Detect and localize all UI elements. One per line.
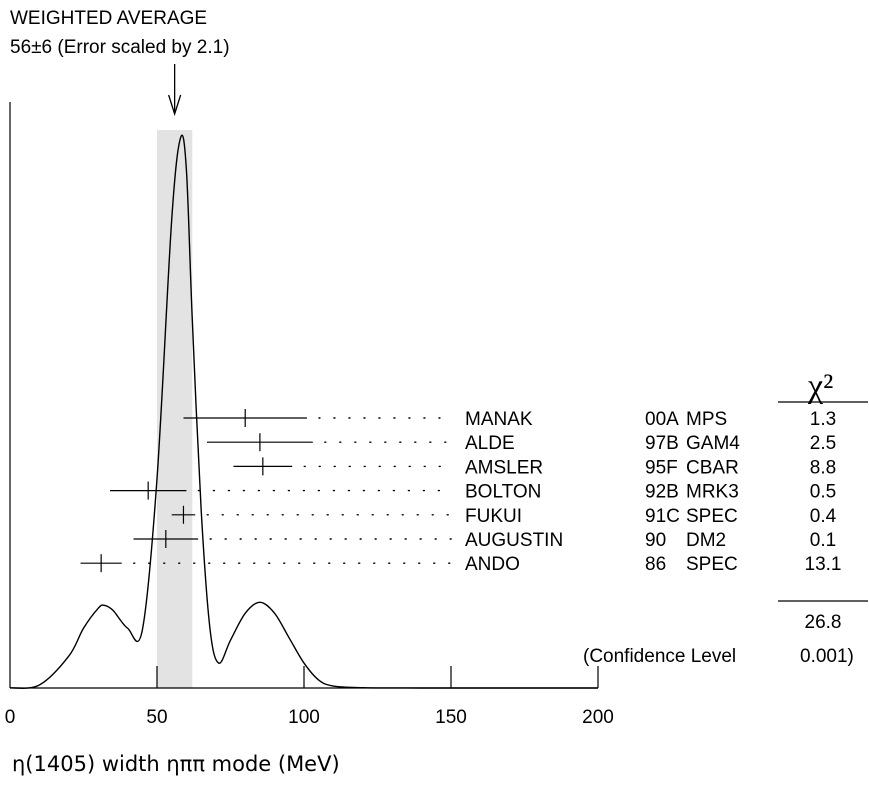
x-tick-label: 200 <box>582 707 614 728</box>
measurement-experiment: DM2 <box>686 530 726 551</box>
weighted-average-band <box>157 130 193 688</box>
measurement-chi2: 1.3 <box>810 409 836 430</box>
measurement-experiment: CBAR <box>686 457 739 478</box>
confidence-label: (Confidence Level <box>583 646 736 667</box>
measurement-experiment: SPEC <box>686 554 738 575</box>
chi2-header: χ² <box>807 368 833 405</box>
x-tick-label: 50 <box>146 707 167 728</box>
ideogram-curve <box>9 134 599 689</box>
measurement-code: 90 <box>645 530 666 551</box>
x-tick-label: 100 <box>288 707 320 728</box>
measurement-chi2: 2.5 <box>810 433 836 454</box>
measurement-experiment: MPS <box>686 409 727 430</box>
x-axis-label: η(1405) width ηππ mode (MeV) <box>12 752 340 776</box>
measurement-code: 97B <box>645 433 679 454</box>
x-tick-label: 0 <box>5 707 16 728</box>
chart-title: WEIGHTED AVERAGE <box>10 8 207 29</box>
measurement-chi2: 0.1 <box>810 530 836 551</box>
measurement-experiment: SPEC <box>686 506 738 527</box>
measurement-code: 92B <box>645 482 679 503</box>
x-tick-label: 150 <box>435 707 467 728</box>
measurement-chi2: 8.8 <box>810 457 836 478</box>
measurement-experiment: MRK3 <box>686 482 739 503</box>
chi2-total: 26.8 <box>805 612 842 633</box>
measurement-author: BOLTON <box>465 482 541 503</box>
measurement-author: AMSLER <box>465 457 543 478</box>
measurement-code: 00A <box>645 409 679 430</box>
measurement-author: FUKUI <box>465 506 522 527</box>
measurement-code: 91C <box>645 506 680 527</box>
measurement-chi2: 0.4 <box>810 506 837 527</box>
chart-subtitle: 56±6 (Error scaled by 2.1) <box>10 37 230 58</box>
measurement-author: ALDE <box>465 433 515 454</box>
weighted-average-arrow <box>168 64 182 117</box>
measurement-author: MANAK <box>465 409 533 430</box>
measurement-chi2: 0.5 <box>810 482 836 503</box>
measurement-experiment: GAM4 <box>686 433 740 454</box>
measurement-code: 86 <box>645 554 666 575</box>
measurement-author: ANDO <box>465 554 520 575</box>
measurement-author: AUGUSTIN <box>465 530 563 551</box>
arrow-head <box>168 94 182 117</box>
measurement-code: 95F <box>645 457 678 478</box>
confidence-value: 0.001) <box>800 646 854 667</box>
measurement-chi2: 13.1 <box>805 554 842 575</box>
